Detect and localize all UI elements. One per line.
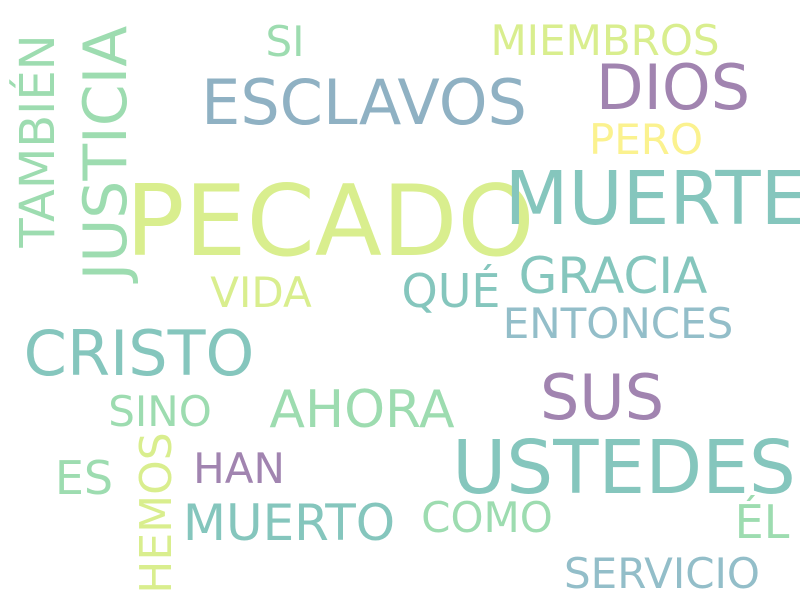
word-justicia: JUSTICIA: [71, 25, 141, 281]
word-si: SI: [265, 17, 305, 66]
word-muerto: MUERTO: [182, 494, 396, 552]
word-hemos: HEMOS: [131, 432, 182, 594]
word-entonces: ENTONCES: [502, 299, 734, 348]
word-han: HAN: [193, 444, 285, 493]
word-muerte: MUERTE: [504, 156, 800, 242]
word-sus: SUS: [539, 361, 665, 434]
word-es: ES: [54, 451, 114, 505]
word-sino: SINO: [108, 387, 212, 436]
word-dios: DIOS: [595, 51, 751, 124]
word-miembros: MIEMBROS: [490, 16, 720, 65]
word-que: QUÉ: [401, 264, 501, 318]
word-servicio: SERVICIO: [564, 549, 760, 598]
word-gracia: GRACIA: [518, 247, 708, 305]
word-ustedes: USTEDES: [452, 425, 796, 511]
word-pero: PERO: [588, 115, 704, 164]
word-como: COMO: [421, 493, 553, 542]
word-pecado: PECADO: [125, 165, 535, 279]
word-cristo: CRISTO: [23, 317, 255, 390]
word-el: ÉL: [734, 495, 790, 549]
word-vida: VIDA: [210, 268, 312, 317]
word-ahora: AHORA: [269, 380, 455, 440]
word-tambien: TAMBIÉN: [10, 34, 66, 248]
word-esclavos: ESCLAVOS: [201, 66, 527, 139]
